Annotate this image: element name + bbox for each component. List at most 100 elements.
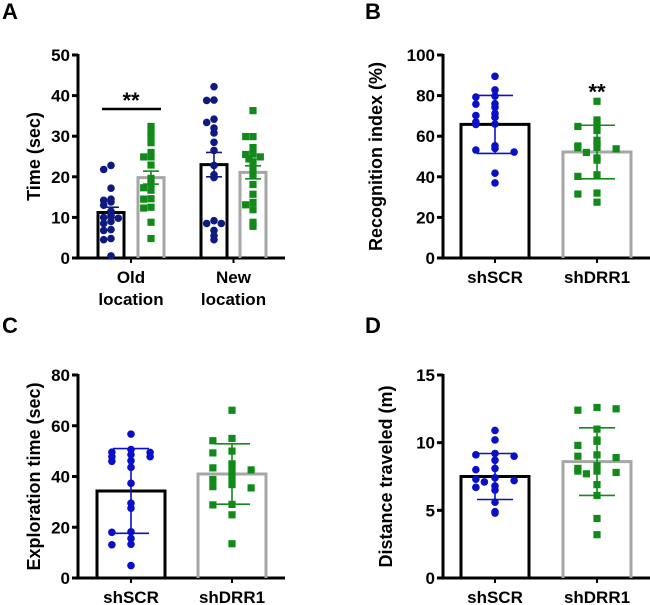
- data-point-shDRR1: [147, 234, 155, 243]
- y-tick-label: 60: [51, 417, 70, 436]
- data-point-shSCR: [210, 235, 218, 244]
- data-point-shDRR1: [593, 189, 601, 197]
- panel-b: B Recognition index (%) 0 20 40 60 80 100 shSCR…: [365, 0, 650, 287]
- data-point-shDRR1: [249, 218, 257, 226]
- data-point-shDRR1: [140, 195, 148, 203]
- data-point-shDRR1: [249, 206, 257, 214]
- x-category-label: shSCR: [103, 588, 159, 605]
- y-tick-label: 40: [51, 87, 70, 106]
- panel-c: C Exploration time (sec) 0 20 40 60 80 shSCR sh…: [2, 313, 285, 605]
- data-point-shDRR1: [228, 540, 236, 548]
- data-point-shSCR: [480, 478, 489, 486]
- data-point-shSCR: [107, 252, 115, 260]
- data-point-shSCR: [127, 540, 135, 549]
- data-point-shDRR1: [147, 186, 155, 194]
- x-category-label: Old: [117, 268, 145, 287]
- data-point-shDRR1: [593, 116, 601, 124]
- data-point-shDRR1: [247, 484, 255, 492]
- data-point-shDRR1: [256, 153, 264, 161]
- data-point-shSCR: [108, 457, 116, 466]
- data-point-shSCR: [510, 452, 518, 461]
- data-point-shSCR: [127, 561, 135, 570]
- data-point-shDRR1: [209, 483, 217, 491]
- data-point-shDRR1: [612, 405, 620, 413]
- data-point-shDRR1: [209, 475, 217, 484]
- data-point-shDRR1: [249, 150, 257, 158]
- data-point-shDRR1: [249, 180, 257, 189]
- data-point-shDRR1: [147, 148, 155, 157]
- y-tick-label: 15: [416, 366, 435, 385]
- data-point-shSCR: [491, 86, 499, 94]
- y-axis-title: Exploration time (sec): [24, 382, 44, 570]
- data-point-shSCR: [210, 96, 218, 104]
- data-point-shDRR1: [593, 97, 601, 105]
- data-point-shSCR: [472, 475, 480, 484]
- data-point-shDRR1: [574, 441, 582, 449]
- data-point-shDRR1: [140, 153, 148, 161]
- data-point-shDRR1: [574, 144, 582, 152]
- x-category-label: shDRR1: [564, 588, 630, 605]
- data-point-shSCR: [108, 540, 116, 549]
- data-point-shSCR: [107, 161, 115, 170]
- data-point-shDRR1: [593, 514, 601, 523]
- data-point-shDRR1: [228, 434, 236, 443]
- data-point-shSCR: [491, 498, 499, 507]
- data-point-shDRR1: [574, 467, 582, 475]
- data-point-shSCR: [510, 476, 518, 485]
- panel-letter-a: A: [2, 0, 18, 24]
- x-category-label: New: [216, 268, 252, 287]
- panel-letter-d: D: [365, 313, 381, 338]
- data-point-shDRR1: [147, 132, 155, 140]
- data-point-shDRR1: [228, 511, 236, 519]
- x-category-label: shDRR1: [564, 268, 630, 287]
- data-point-shSCR: [510, 148, 518, 156]
- data-point-shDRR1: [249, 133, 257, 141]
- data-point-shSCR: [202, 219, 211, 228]
- data-point-shSCR: [491, 509, 499, 517]
- data-point-shDRR1: [147, 153, 155, 161]
- data-point-shDRR1: [242, 150, 250, 159]
- y-tick-label: 10: [51, 208, 70, 227]
- data-point-shSCR: [99, 235, 108, 244]
- y-tick-label: 20: [51, 518, 70, 537]
- y-tick-label: 60: [416, 127, 435, 146]
- data-point-shSCR: [210, 129, 218, 137]
- panel-letter-c: C: [2, 313, 18, 338]
- data-point-shSCR: [107, 234, 115, 243]
- data-point-shDRR1: [242, 133, 250, 141]
- y-tick-label: 50: [51, 46, 70, 65]
- data-point-shDRR1: [574, 452, 582, 460]
- data-point-shDRR1: [574, 122, 582, 131]
- x-category-label: location: [98, 290, 163, 309]
- data-point-shSCR: [107, 217, 115, 226]
- data-point-shSCR: [472, 146, 480, 154]
- data-point-shSCR: [210, 216, 218, 225]
- data-point-shSCR: [210, 173, 218, 182]
- y-tick-label: 10: [416, 434, 435, 453]
- data-point-shDRR1: [147, 195, 155, 203]
- data-point-shDRR1: [228, 406, 236, 414]
- y-axis-title: Time (sec): [24, 112, 44, 201]
- data-point-shSCR: [491, 426, 499, 435]
- data-point-shDRR1: [249, 190, 257, 198]
- data-point-shSCR: [491, 72, 499, 81]
- x-category-label: location: [201, 290, 266, 309]
- data-point-shSCR: [491, 169, 499, 177]
- y-tick-label: 0: [61, 249, 70, 268]
- data-point-shSCR: [491, 436, 499, 444]
- y-tick-label: 80: [416, 87, 435, 106]
- data-point-shSCR: [210, 115, 218, 123]
- data-point-shDRR1: [593, 403, 601, 412]
- x-category-label: shSCR: [467, 268, 523, 287]
- panel-letter-b: B: [365, 0, 381, 24]
- data-point-shDRR1: [249, 158, 257, 166]
- data-point-shDRR1: [249, 107, 257, 115]
- data-point-shDRR1: [147, 218, 155, 226]
- data-point-shSCR: [472, 483, 480, 492]
- data-point-shSCR: [107, 184, 115, 192]
- y-tick-label: 20: [416, 208, 435, 227]
- data-point-shSCR: [472, 120, 480, 129]
- data-point-shDRR1: [147, 161, 155, 169]
- y-tick-label: 40: [51, 468, 70, 487]
